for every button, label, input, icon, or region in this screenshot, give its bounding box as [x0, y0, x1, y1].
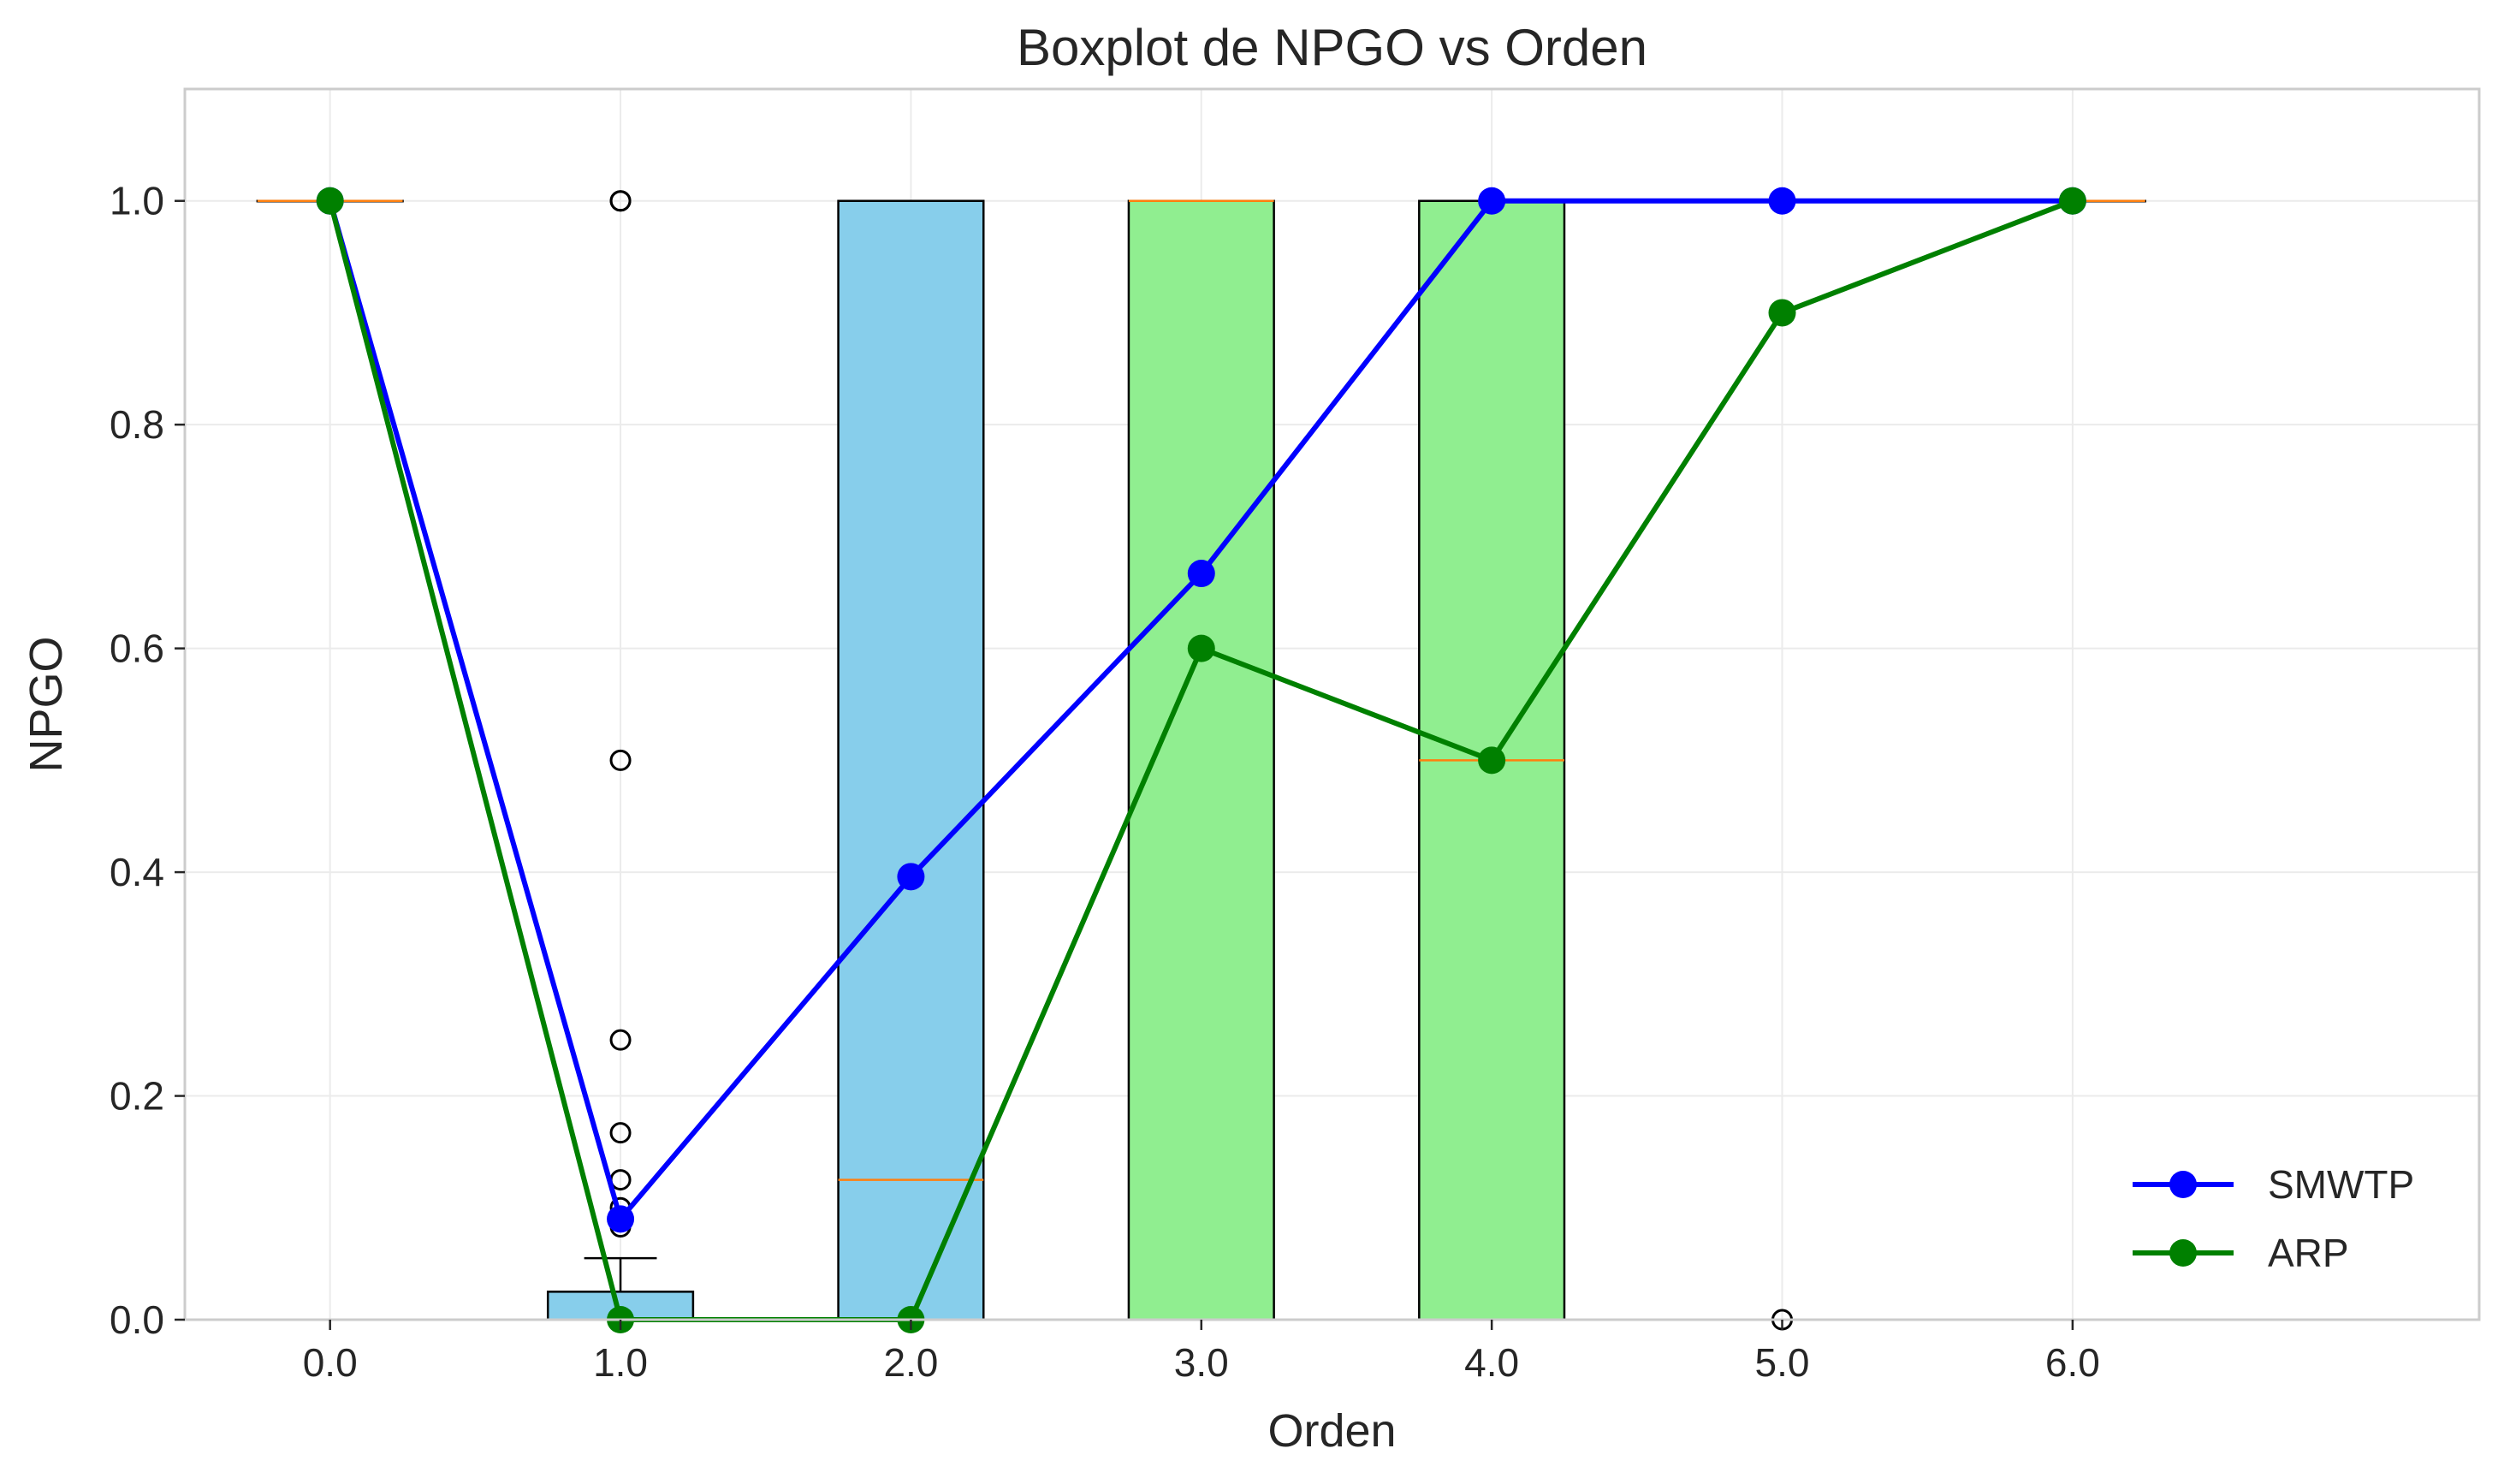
legend-item-smwtp: SMWTP	[2133, 1162, 2414, 1207]
x-axis-title: Orden	[1267, 1405, 1396, 1457]
data-point	[2058, 187, 2086, 215]
y-tick-label: 0.4	[110, 850, 164, 894]
x-tick-label: 0.0	[303, 1340, 358, 1385]
y-tick-label: 1.0	[110, 179, 164, 223]
x-tick-label: 6.0	[2045, 1340, 2100, 1385]
x-tick-label: 2.0	[883, 1340, 938, 1385]
legend-item-arp: ARP	[2133, 1231, 2349, 1275]
data-point	[1478, 746, 1506, 775]
outlier-point	[609, 749, 632, 771]
x-tick-label: 4.0	[1464, 1340, 1519, 1385]
boxes	[256, 190, 2146, 1331]
data-point	[1768, 187, 1796, 215]
y-tick-label: 0.2	[110, 1074, 164, 1119]
data-point	[897, 863, 925, 891]
legend-label: SMWTP	[2268, 1162, 2414, 1207]
outlier-point	[609, 1029, 632, 1051]
data-point	[1478, 187, 1506, 215]
data-point	[607, 1205, 635, 1233]
legend-label: ARP	[2268, 1231, 2349, 1275]
outlier-point	[609, 190, 632, 212]
legend-marker	[2169, 1239, 2197, 1267]
data-point	[316, 187, 344, 215]
plot-frame	[183, 87, 2481, 1321]
y-tick-label: 0.6	[110, 626, 164, 671]
x-tick-label: 1.0	[593, 1340, 648, 1385]
data-point	[1187, 560, 1215, 588]
y-axis-title: NPGO	[21, 636, 72, 772]
data-point	[1187, 634, 1215, 662]
y-tick-label: 0.0	[110, 1297, 164, 1342]
x-tick-label: 3.0	[1174, 1340, 1229, 1385]
box-group	[546, 190, 695, 1321]
box-group	[837, 199, 985, 1321]
axes: 0.0 1.0 2.0 3.0 4.0 5.0 6.0 0.0 0.2 0.4 0.6 0.8 1.0	[110, 179, 2100, 1385]
x-tick-label: 5.0	[1755, 1340, 1810, 1385]
y-tick-label: 0.8	[110, 402, 164, 447]
outlier-point	[609, 1122, 632, 1144]
chart-title: Boxplot de NPGO vs Orden	[1017, 19, 1647, 76]
legend: SMWTP ARP	[2133, 1162, 2414, 1275]
legend-marker	[2169, 1171, 2197, 1198]
box-body	[837, 199, 985, 1321]
data-point	[1768, 299, 1796, 327]
